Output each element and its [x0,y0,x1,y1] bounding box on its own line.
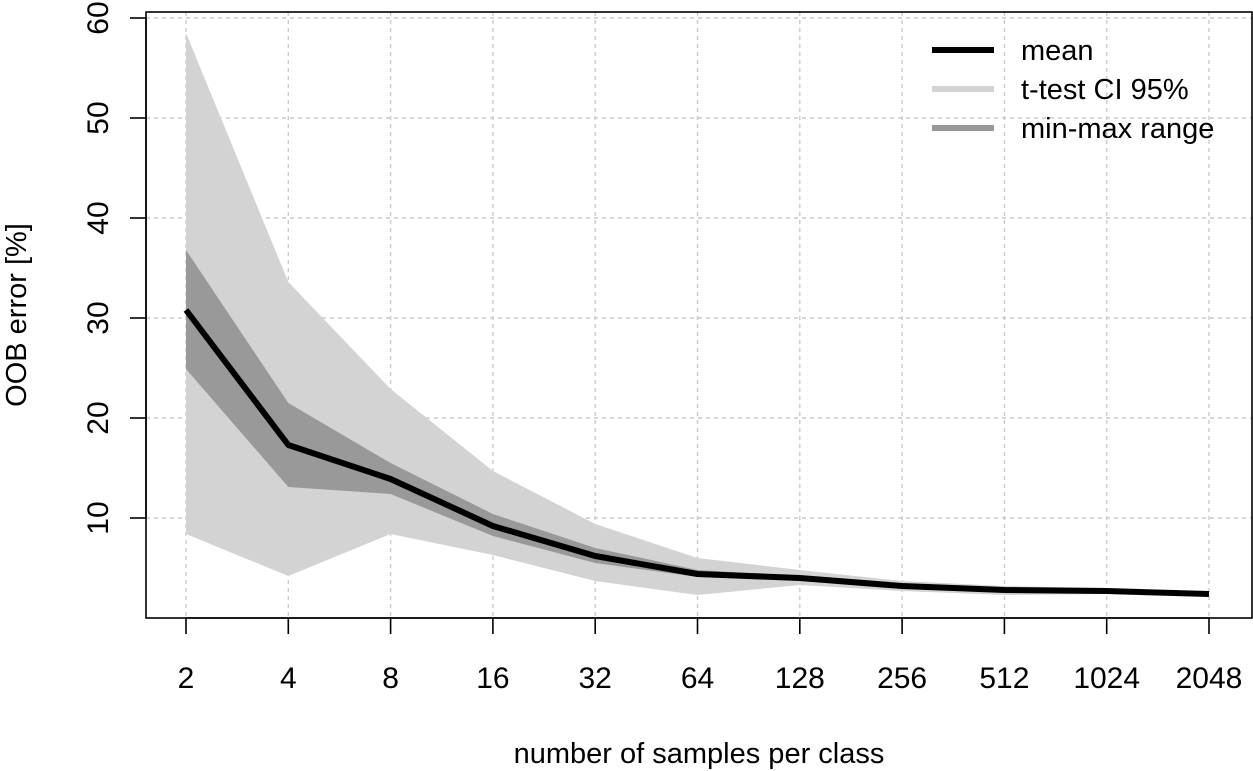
x-tick-label: 4 [280,662,297,695]
y-tick-label: 40 [82,201,115,234]
minmax-band [186,250,1209,594]
x-axis-title: number of samples per class [514,738,885,770]
ci-band-area [186,33,1209,595]
ci-band [186,33,1209,595]
legend-label: t-test CI 95% [1021,74,1189,106]
minmax-band-area [186,250,1209,594]
y-tick-label: 10 [82,501,115,534]
y-tick-label: 50 [82,101,115,134]
legend: mean t-test CI 95% min-max range [932,35,1214,145]
x-tick-label: 2048 [1176,662,1243,695]
y-tick-label: 30 [82,301,115,334]
x-tick-label: 256 [877,662,927,695]
x-axis: 2 4 8 16 32 64 128 256 512 1024 2048 [178,617,1243,695]
y-axis-title: OOB error [%] [1,223,33,407]
legend-label: mean [1021,35,1094,67]
x-tick-label: 128 [775,662,825,695]
mean-line [183,308,1210,597]
y-axis: 10 20 30 40 50 60 [82,1,147,535]
legend-label: min-max range [1021,113,1214,145]
x-tick-label: 32 [579,662,612,695]
x-tick-label: 1024 [1073,662,1140,695]
x-tick-label: 64 [681,662,714,695]
y-tick-label: 20 [82,401,115,434]
x-tick-label: 512 [979,662,1029,695]
x-tick-label: 16 [476,662,509,695]
x-tick-label: 8 [382,662,399,695]
y-tick-label: 60 [82,1,115,34]
x-tick-label: 2 [178,662,195,695]
